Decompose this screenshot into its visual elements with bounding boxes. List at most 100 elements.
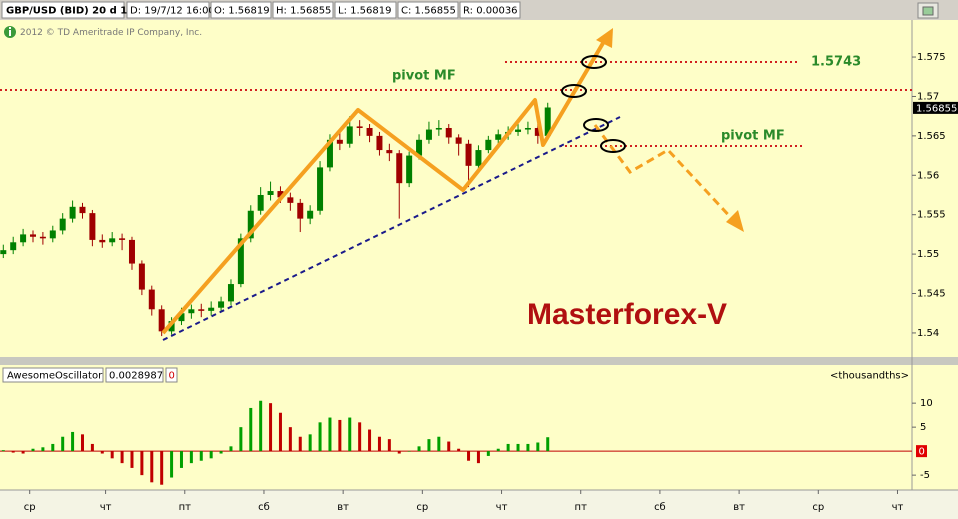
bar (179, 451, 183, 468)
candle-body (445, 127, 452, 138)
annotation: pivot MF (721, 129, 785, 144)
y-tick-label: 1.545 (917, 289, 946, 300)
bar (437, 436, 441, 452)
candle-body (49, 230, 56, 239)
bar (100, 451, 104, 454)
bar (31, 448, 35, 452)
title-box (1, 1, 125, 19)
annotation: pivot MF (392, 69, 456, 84)
candle-body (237, 238, 244, 285)
bar (308, 434, 312, 452)
candle-body (297, 202, 304, 219)
candle-body (79, 206, 86, 214)
bar (427, 439, 431, 452)
bar (338, 419, 342, 452)
candle-body (0, 250, 7, 255)
info-box (334, 1, 397, 19)
bar (417, 446, 421, 452)
candle-body (386, 150, 393, 154)
oscillator-value: 0.0028987 (109, 371, 163, 382)
candle-body (267, 191, 274, 195)
candle-body (218, 301, 225, 308)
candle-body (89, 213, 96, 240)
settings-icon (922, 6, 934, 16)
candle-body (515, 129, 522, 132)
x-tick-label: вт (733, 502, 745, 513)
bar (298, 436, 302, 452)
zero-label: 0 (919, 447, 925, 458)
bar (90, 443, 94, 452)
candle-body (119, 238, 126, 240)
candle-body (277, 191, 284, 198)
y-tick-label: -5 (920, 470, 930, 481)
candle-body (396, 153, 403, 184)
candle-body (128, 239, 135, 264)
chart-title: GBP/USD (BID) 20 d 1h (6, 6, 134, 17)
bar (51, 443, 55, 452)
highlight-ellipse (600, 139, 626, 153)
last-price-label: 1.56855 (916, 103, 957, 114)
candle-body (406, 155, 413, 184)
y-tick-label: 1.565 (917, 131, 946, 142)
info-text: D: 19/7/12 16:00 (130, 6, 215, 17)
candle-body (287, 197, 294, 203)
info-box (272, 1, 334, 19)
bar (130, 451, 134, 468)
candle-body (198, 309, 205, 311)
highlight-ellipse (583, 118, 609, 132)
bar (120, 451, 124, 464)
panel-divider (0, 357, 958, 365)
bar (506, 443, 510, 452)
candle-body (29, 234, 36, 237)
info-text: C: 1.56855 (401, 6, 456, 17)
info-text: L: 1.56819 (338, 6, 391, 17)
y-tick-label: 5 (920, 422, 926, 433)
bar (189, 451, 193, 464)
bar (397, 451, 401, 454)
title-box (2, 367, 104, 383)
bar (368, 429, 372, 452)
bar (476, 451, 480, 464)
y-tick-label: 1.555 (917, 210, 946, 221)
candle-body (544, 107, 551, 136)
value-box (165, 367, 178, 383)
info-text: H: 1.56855 (276, 6, 331, 17)
bar (407, 451, 411, 452)
info-box (210, 1, 272, 19)
bar (170, 451, 174, 478)
candle-body (485, 139, 492, 151)
candle-body (178, 313, 185, 322)
info-box (459, 1, 521, 19)
candle-body (326, 139, 333, 168)
bar (249, 407, 253, 452)
candle-body (138, 263, 145, 290)
bar (467, 451, 471, 461)
candle-body (475, 150, 482, 166)
y-tick-label: 1.575 (917, 52, 946, 63)
bar (239, 427, 243, 452)
bar (526, 443, 530, 452)
oscillator-title: AwesomeOscillator (7, 371, 103, 382)
y-tick-label: 1.55 (917, 249, 939, 260)
candle-body (435, 127, 442, 130)
zero-label-box (916, 445, 927, 458)
value-box (105, 367, 164, 383)
price-panel (0, 20, 958, 357)
x-tick-label: ср (24, 502, 36, 513)
highlight-ellipse (561, 84, 587, 98)
last-price-box (913, 101, 958, 114)
candle-body (336, 139, 343, 144)
bar (209, 451, 213, 459)
candle-body (425, 129, 432, 140)
bar (11, 451, 15, 453)
wave-line (161, 36, 608, 335)
bar (41, 447, 45, 452)
units-label: <thousandths> (830, 371, 909, 382)
annotation: 1.5743 (811, 55, 861, 70)
candle-body (534, 127, 541, 136)
bar (358, 422, 362, 452)
annotation: Masterforex-V (527, 298, 727, 331)
candle-body (495, 134, 502, 140)
x-tick-label: сб (654, 502, 666, 513)
